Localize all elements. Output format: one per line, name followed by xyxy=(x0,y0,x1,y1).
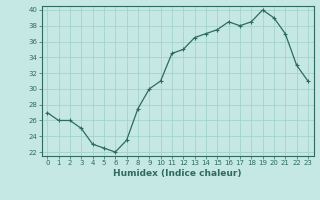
X-axis label: Humidex (Indice chaleur): Humidex (Indice chaleur) xyxy=(113,169,242,178)
